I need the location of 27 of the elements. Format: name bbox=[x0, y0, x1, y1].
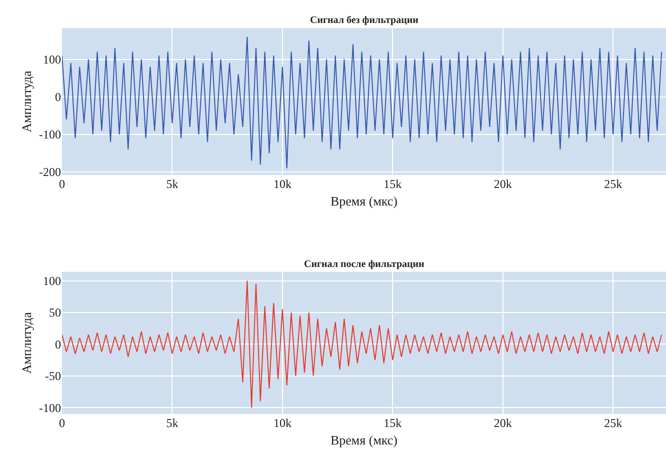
y-tick-label: -200 bbox=[39, 165, 61, 180]
x-tick-label: 5k bbox=[166, 416, 178, 430]
x-tick-label: 5k bbox=[166, 177, 178, 192]
x-tick-label: 25k bbox=[604, 416, 622, 430]
x-tick-label: 10k bbox=[273, 177, 292, 192]
x-tick-label: 15k bbox=[384, 177, 402, 192]
x-tick-label: 20k bbox=[494, 177, 512, 192]
y-axis-title: Амплитуда bbox=[18, 312, 34, 374]
y-tick-label: -50 bbox=[45, 369, 61, 384]
x-tick-label: 10k bbox=[273, 416, 292, 430]
y-axis-title: Амплитуда bbox=[18, 70, 34, 132]
y-tick-label: -100 bbox=[39, 128, 61, 142]
x-axis-title: Время (мкс) bbox=[330, 194, 398, 209]
line-series bbox=[62, 36, 662, 169]
y-tick-label: 100 bbox=[43, 274, 61, 288]
x-tick-label: 20k bbox=[494, 416, 512, 430]
y-tick-label: 100 bbox=[43, 52, 61, 66]
y-tick-label: 0 bbox=[55, 90, 61, 104]
x-tick-label: 25k bbox=[604, 177, 622, 192]
x-axis-title: Время (мкс) bbox=[330, 432, 398, 448]
y-tick-label: 50 bbox=[49, 306, 61, 320]
y-tick-label: -100 bbox=[39, 400, 61, 415]
x-tick-label: 15k bbox=[384, 416, 402, 430]
y-tick-label: 0 bbox=[55, 337, 61, 352]
chart-title: Сигнал без фильтрации bbox=[310, 15, 419, 26]
chart-title: Сигнал после фильтрации bbox=[304, 259, 425, 270]
line-series bbox=[62, 280, 662, 408]
